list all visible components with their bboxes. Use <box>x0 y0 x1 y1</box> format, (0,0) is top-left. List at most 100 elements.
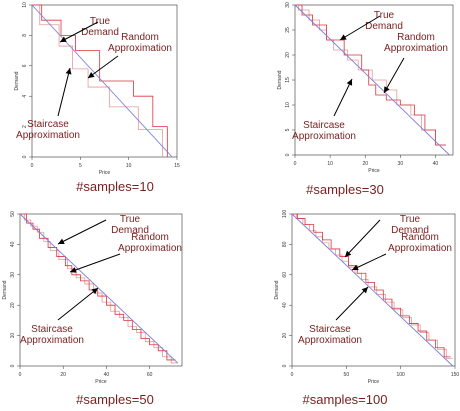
x-tick-label: 20 <box>60 372 66 378</box>
x-tick-label: 30 <box>398 161 404 167</box>
y-tick-label: 60 <box>282 272 288 278</box>
x-tick-label: 0 <box>294 161 297 167</box>
plot-frame <box>19 213 183 367</box>
annotation-staircase-approximation: Staircase Approximation <box>16 119 80 141</box>
annotation-arrow-line <box>344 219 381 258</box>
y-tick-label: 4 <box>22 95 28 98</box>
y-tick-label: 20 <box>285 52 291 58</box>
annotation-staircase-approximation: Staircase Approximation <box>298 324 362 346</box>
y-tick-label: 20 <box>10 302 16 308</box>
y-tick-label: 40 <box>10 241 16 247</box>
y-tick-label: 10 <box>10 333 16 339</box>
annotation-true-demand: True Demand <box>391 214 429 236</box>
y-axis-label: Demand <box>2 280 8 299</box>
annotation-random-approximation: Random Approximation <box>384 32 448 54</box>
y-tick-label: 50 <box>10 211 16 217</box>
annotation-random-approximation: Random Approximation <box>108 32 172 54</box>
y-tick-label: 10 <box>22 2 28 8</box>
chart-panel-1: 0 5 10 15 0 2 4 6 8 10 Price Demand True Demand Random… <box>14 2 180 176</box>
annotation-arrow-line <box>351 253 387 271</box>
annotation-arrow-head <box>60 36 67 42</box>
x-tick-label: 15 <box>174 163 180 169</box>
x-tick-label: 0 <box>291 372 294 378</box>
annotation-arrow-line <box>57 287 99 321</box>
y-tick-label: 2 <box>22 125 28 128</box>
annotation-arrow-line <box>69 253 121 273</box>
annotation-arrow-head <box>352 264 359 271</box>
y-tick-label: 20 <box>282 333 288 339</box>
annotation-arrow-line <box>339 15 381 41</box>
y-tick-label: 0 <box>282 364 288 367</box>
y-tick-label: 6 <box>22 64 28 67</box>
x-tick-label: 20 <box>362 161 368 167</box>
y-tick-label: 25 <box>285 27 291 33</box>
random-line <box>295 4 446 146</box>
x-tick-label: 10 <box>327 161 333 167</box>
annotation-true-demand: True Demand <box>365 10 403 32</box>
annotation-arrow-head <box>65 68 72 75</box>
true-demand-line <box>31 4 173 158</box>
annotation-arrow-head <box>361 287 368 294</box>
x-tick-label: 10 <box>126 163 132 169</box>
x-tick-label: 0 <box>19 372 22 378</box>
plot-frame <box>291 213 456 367</box>
y-tick-label: 5 <box>285 128 291 131</box>
annotation-arrow-head <box>384 86 390 93</box>
annotation-staircase-approximation: Staircase Approximation <box>20 324 84 346</box>
true-demand-line <box>294 4 450 156</box>
annotation-random-approximation: Random Approximation <box>118 232 182 254</box>
y-tick-label: 0 <box>10 364 16 367</box>
annotation-staircase-approximation: Staircase Approximation <box>292 120 356 142</box>
annotation-arrow-line <box>383 57 405 94</box>
annotation-arrow-line <box>57 219 107 245</box>
x-axis-label: Price <box>368 379 380 385</box>
y-tick-label: 30 <box>285 2 291 8</box>
random-line <box>292 213 451 358</box>
x-tick-label: 60 <box>147 372 153 378</box>
x-axis-label: Price <box>95 379 107 385</box>
annotation-arrow-head <box>345 250 352 257</box>
y-tick-label: 8 <box>22 34 28 37</box>
y-tick-label: 30 <box>10 272 16 278</box>
y-axis-label: Demand <box>277 70 283 89</box>
plot-frame <box>31 4 178 158</box>
annotation-arrow-head <box>70 267 77 273</box>
annotation-arrow-line <box>333 78 353 117</box>
y-tick-label: 15 <box>285 77 291 83</box>
annotation-arrow-head <box>346 79 353 86</box>
x-tick-label: 50 <box>344 372 350 378</box>
x-tick-label: 100 <box>396 372 405 378</box>
true-demand-line <box>291 213 454 367</box>
x-tick-label: 0 <box>31 163 34 169</box>
y-tick-label: 100 <box>282 210 288 219</box>
x-axis-label: Price <box>99 170 111 176</box>
y-tick-label: 0 <box>22 155 28 158</box>
x-tick-label: 40 <box>104 372 110 378</box>
annotation-arrow-line <box>59 21 99 43</box>
caption-panel-2: #samples=30 <box>306 182 384 197</box>
staircase-line <box>32 4 163 157</box>
annotation-arrow-line <box>87 55 119 79</box>
annotation-arrow-head <box>88 72 95 78</box>
caption-panel-3: #samples=50 <box>76 392 154 407</box>
caption-panel-1: #samples=10 <box>76 179 154 194</box>
annotation-arrow-head <box>58 238 65 244</box>
x-tick-label: 5 <box>79 163 82 169</box>
random-line <box>32 4 168 157</box>
y-tick-label: 40 <box>282 302 288 308</box>
y-tick-label: 0 <box>285 153 291 156</box>
x-tick-label: 40 <box>433 161 439 167</box>
annotation-arrow-line <box>57 67 71 117</box>
x-tick-label: 150 <box>451 372 460 378</box>
chart-panel-2: 0 10 20 30 40 0 5 10 15 20 25 30 Price Demand True Dema… <box>277 2 454 174</box>
x-axis-label: Price <box>368 168 380 174</box>
annotation-random-approximation: Random Approximation <box>388 232 452 254</box>
annotation-arrow-head <box>91 288 98 295</box>
true-demand-line <box>19 213 178 364</box>
annotation-arrow-line <box>335 286 369 321</box>
y-tick-label: 10 <box>285 102 291 108</box>
y-axis-label: Demand <box>274 280 280 299</box>
caption-panel-4: #samples=100 <box>302 392 388 407</box>
annotation-arrow-head <box>340 34 347 40</box>
y-tick-label: 80 <box>282 241 288 247</box>
